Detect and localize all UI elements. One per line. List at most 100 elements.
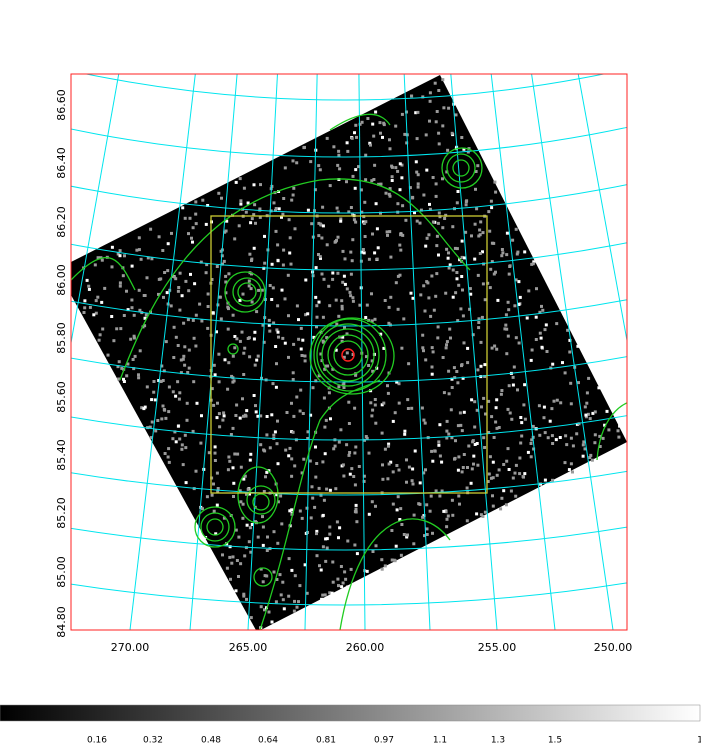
count-pixel (446, 420, 449, 423)
count-pixel (496, 299, 499, 302)
count-pixel (356, 552, 359, 555)
count-pixel (336, 520, 339, 523)
count-pixel (555, 438, 558, 441)
count-pixel (290, 457, 293, 460)
count-pixel (242, 293, 245, 296)
count-pixel (457, 469, 460, 472)
count-pixel (348, 451, 351, 454)
count-pixel (364, 235, 367, 238)
count-pixel (311, 485, 314, 488)
count-pixel (347, 401, 350, 404)
count-pixel (429, 315, 432, 318)
count-pixel (306, 312, 309, 315)
count-pixel (437, 325, 440, 328)
count-pixel (483, 446, 486, 449)
count-pixel (594, 410, 597, 413)
count-pixel (481, 316, 484, 319)
count-pixel (248, 280, 251, 283)
count-pixel (457, 495, 460, 498)
count-pixel (205, 223, 208, 226)
count-pixel (355, 136, 358, 139)
count-pixel (416, 220, 419, 223)
count-pixel (473, 258, 476, 261)
count-pixel (226, 306, 229, 309)
count-pixel (466, 487, 469, 490)
count-pixel (505, 253, 508, 256)
count-pixel (375, 202, 378, 205)
count-pixel (322, 224, 325, 227)
count-pixel (461, 470, 464, 473)
count-pixel (313, 506, 316, 509)
count-pixel (535, 316, 538, 319)
count-pixel (466, 361, 469, 364)
count-pixel (342, 382, 345, 385)
count-pixel (460, 364, 463, 367)
count-pixel (101, 328, 104, 331)
count-pixel (298, 584, 301, 587)
count-pixel (318, 301, 321, 304)
count-pixel (327, 285, 330, 288)
count-pixel (194, 213, 197, 216)
count-pixel (471, 467, 474, 470)
count-pixel (411, 479, 414, 482)
y-tick-label: 86.60 (55, 89, 68, 121)
count-pixel (310, 516, 313, 519)
count-pixel (239, 562, 242, 565)
count-pixel (478, 229, 481, 232)
count-pixel (441, 226, 444, 229)
count-pixel (344, 257, 347, 260)
count-pixel (476, 164, 479, 167)
count-pixel (323, 397, 326, 400)
count-pixel (162, 296, 165, 299)
count-pixel (334, 487, 337, 490)
count-pixel (589, 417, 592, 420)
count-pixel (253, 203, 256, 206)
count-pixel (452, 296, 455, 299)
count-pixel (287, 356, 290, 359)
count-pixel (336, 207, 339, 210)
count-pixel (282, 197, 285, 200)
count-pixel (194, 345, 197, 348)
count-pixel (368, 258, 371, 261)
count-pixel (488, 473, 491, 476)
count-pixel (301, 339, 304, 342)
count-pixel (491, 494, 494, 497)
count-pixel (293, 600, 296, 603)
count-pixel (480, 405, 483, 408)
count-pixel (346, 141, 349, 144)
count-pixel (406, 398, 409, 401)
count-pixel (559, 401, 562, 404)
count-pixel (253, 338, 256, 341)
count-pixel (171, 437, 174, 440)
count-pixel (399, 249, 402, 252)
count-pixel (250, 287, 253, 290)
count-pixel (186, 371, 189, 374)
count-pixel (329, 184, 332, 187)
count-pixel (232, 555, 235, 558)
count-pixel (248, 253, 251, 256)
count-pixel (513, 304, 516, 307)
count-pixel (431, 346, 434, 349)
count-pixel (523, 250, 526, 253)
count-pixel (345, 180, 348, 183)
count-pixel (254, 222, 257, 225)
count-pixel (135, 249, 138, 252)
count-pixel (474, 223, 477, 226)
count-pixel (436, 110, 439, 113)
count-pixel (304, 279, 307, 282)
count-pixel (224, 358, 227, 361)
count-pixel (232, 314, 235, 317)
count-pixel (353, 407, 356, 410)
count-pixel (374, 422, 377, 425)
count-pixel (272, 434, 275, 437)
count-pixel (389, 195, 392, 198)
count-pixel (384, 564, 387, 567)
count-pixel (321, 273, 324, 276)
count-pixel (292, 187, 295, 190)
count-pixel (512, 376, 515, 379)
count-pixel (399, 274, 402, 277)
count-pixel (568, 351, 571, 354)
count-pixel (527, 451, 530, 454)
count-pixel (489, 455, 492, 458)
count-pixel (508, 468, 511, 471)
